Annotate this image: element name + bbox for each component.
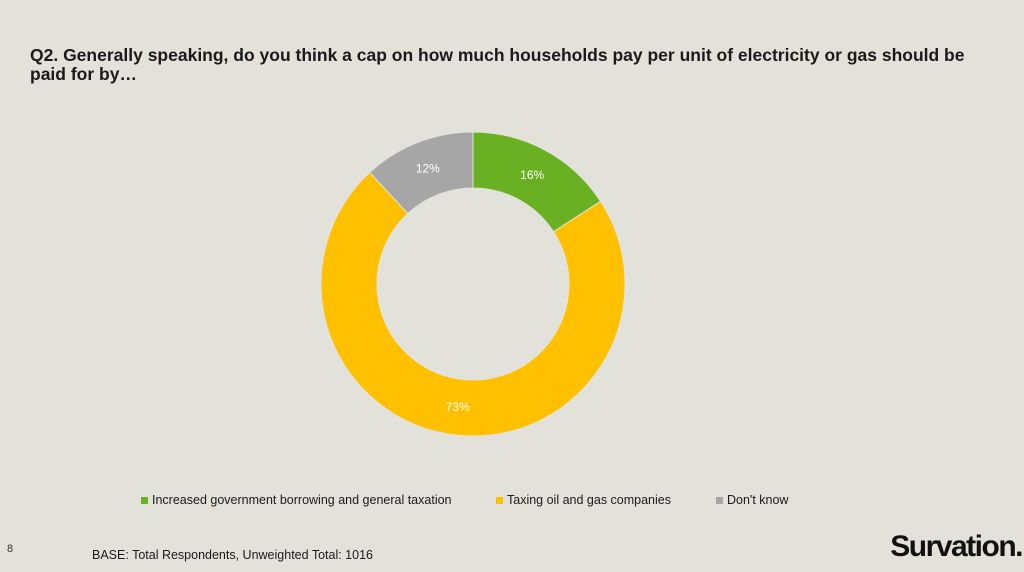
slice-taxing-oil-gas	[320, 171, 626, 437]
survation-logo: Survation.	[890, 530, 1023, 563]
legend-item-government-borrowing: Increased government borrowing and gener…	[141, 493, 452, 507]
base-note: BASE: Total Respondents, Unweighted Tota…	[92, 548, 373, 562]
question-title: Q2. Generally speaking, do you think a c…	[30, 45, 965, 84]
legend-label: Taxing oil and gas companies	[507, 493, 671, 507]
legend-item-taxing-oil-gas: Taxing oil and gas companies	[496, 493, 671, 507]
data-label-dont-know: 12%	[416, 162, 440, 176]
legend-swatch	[496, 496, 503, 504]
legend-label: Increased government borrowing and gener…	[152, 493, 452, 507]
data-label-government-borrowing: 16%	[520, 168, 544, 182]
legend-swatch	[141, 496, 148, 504]
legend-label: Don't know	[727, 493, 789, 507]
legend-swatch	[716, 496, 723, 504]
data-label-taxing-oil-gas: 73%	[446, 400, 470, 414]
slice-dont-know	[369, 131, 474, 215]
legend-item-dont-know: Don't know	[716, 493, 788, 507]
chart-legend: Increased government borrowing and gener…	[0, 493, 1024, 509]
page-number: 8	[7, 543, 14, 555]
